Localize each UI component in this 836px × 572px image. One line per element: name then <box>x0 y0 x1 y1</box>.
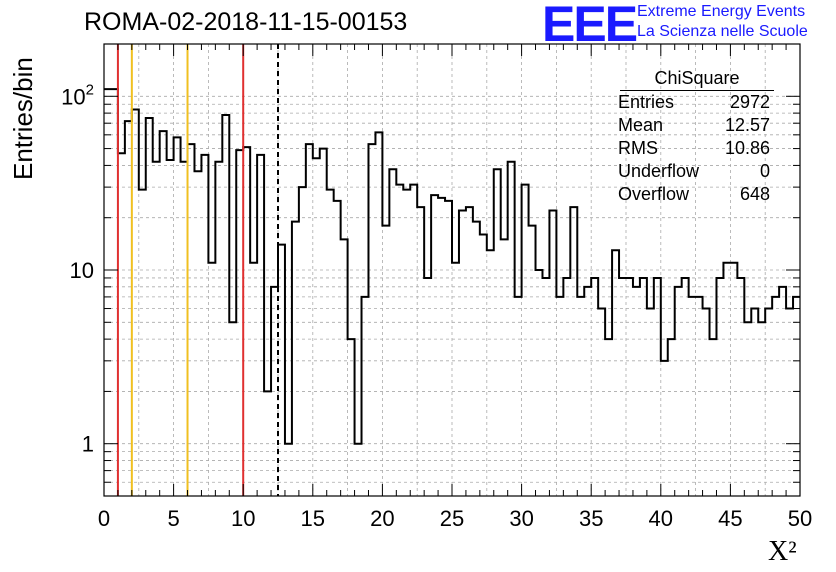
stats-row-overflow: Overflow 648 <box>612 183 774 206</box>
stats-value: 648 <box>739 184 770 204</box>
x-tick-label: 30 <box>509 506 533 531</box>
logo-caption: Extreme Energy Events La Scienza nelle S… <box>637 2 808 42</box>
logo-line2: La Scienza nelle Scuole <box>637 23 808 40</box>
y-tick-label: 102 <box>61 81 94 109</box>
stats-row-underflow: Underflow 0 <box>612 160 774 183</box>
stats-value: 2972 <box>729 92 770 112</box>
y-tick-label: 1 <box>82 432 94 457</box>
stats-box: ChiSquare Entries 2972 Mean 12.57 RMS 10.86… <box>612 66 774 206</box>
x-tick-label: 35 <box>579 506 603 531</box>
eee-logo: EEE <box>542 0 638 52</box>
stats-value: 0 <box>759 161 770 181</box>
x-tick-label: 0 <box>98 506 110 531</box>
chart-title: ROMA-02-2018-11-15-00153 <box>84 8 408 36</box>
x-tick-label: 50 <box>788 506 812 531</box>
x-tick-label: 15 <box>301 506 325 531</box>
stats-value: 10.86 <box>724 138 770 158</box>
logo-line1: Extreme Energy Events <box>637 3 806 20</box>
stats-label: Mean <box>618 115 664 135</box>
x-tick-label: 40 <box>649 506 673 531</box>
stats-value: 12.57 <box>724 115 770 135</box>
y-tick-label: 10 <box>70 258 94 283</box>
x-tick-label: 20 <box>370 506 394 531</box>
x-tick-label: 25 <box>440 506 464 531</box>
stats-row-entries: Entries 2972 <box>612 91 774 114</box>
stats-label: RMS <box>618 138 658 158</box>
histogram-series <box>104 88 800 445</box>
x-tick-label: 5 <box>167 506 179 531</box>
x-tick-label: 45 <box>718 506 742 531</box>
stats-label: Entries <box>618 92 675 112</box>
stats-label: Overflow <box>618 184 690 204</box>
x-tick-label: 10 <box>231 506 255 531</box>
stats-row-mean: Mean 12.57 <box>612 114 774 137</box>
stats-row-rms: RMS 10.86 <box>612 137 774 160</box>
y-axis-label: Entries/bin <box>8 57 38 180</box>
stats-title: ChiSquare <box>620 66 774 91</box>
stats-label: Underflow <box>618 161 700 181</box>
x-axis-label: X² <box>768 536 797 567</box>
